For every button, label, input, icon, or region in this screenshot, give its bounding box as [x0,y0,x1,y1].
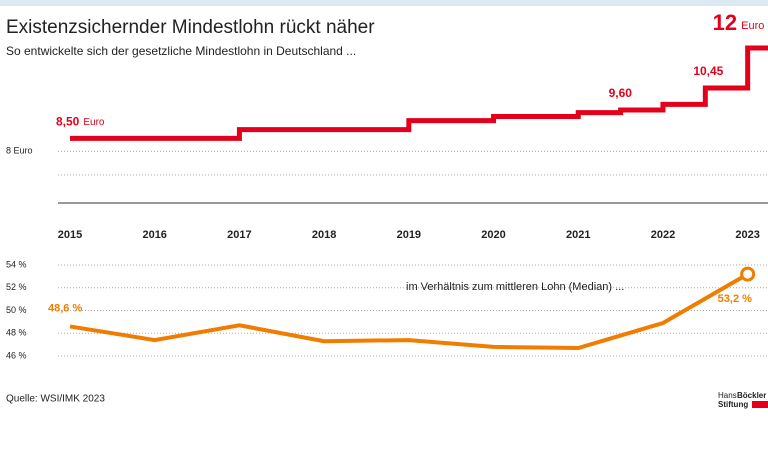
value-label: 8,50 [56,115,80,129]
ratio-line [69,272,749,351]
step-line [70,45,768,141]
logo-text: Stiftung [718,400,748,409]
x-tick-label: 2020 [481,229,505,241]
end-point [740,266,756,282]
value-label: 9,60 [609,86,633,100]
x-tick-label: 2022 [651,229,675,241]
top-bar [0,0,768,6]
value-label: 53,2 % [718,293,752,305]
x-tick-label: 2023 [735,229,759,241]
logo-mark [752,401,768,408]
value-label: 12 [713,10,737,35]
value-label: 48,6 % [48,302,82,314]
y-tick-label: 50 % [6,305,27,315]
x-tick-label: 2019 [397,229,421,241]
unit-label: Euro [741,20,764,32]
y-tick-label: 8 Euro [6,146,33,156]
annotation: im Verhältnis zum mittleren Lohn (Median… [406,281,624,293]
unit-label: Euro [83,117,105,128]
logo-text: Hans [718,391,737,400]
chart-title: Existenzsichernder Mindestlohn rückt näh… [6,17,375,38]
x-tick-label: 2018 [312,229,336,241]
x-tick-label: 2017 [227,229,251,241]
y-tick-label: 46 % [6,350,27,360]
logo: Hans Böckler Stiftung [718,391,768,409]
logo-text: Böckler [737,391,766,400]
value-label: 10,45 [693,64,723,78]
x-tick-label: 2016 [142,229,166,241]
y-tick-label: 54 % [6,259,27,269]
y-tick-label: 52 % [6,282,27,292]
source: Quelle: WSI/IMK 2023 [6,394,105,405]
chart-subtitle: So entwickelte sich der gesetzliche Mind… [6,44,356,58]
x-tick-label: 2015 [58,229,82,241]
y-tick-label: 48 % [6,328,27,338]
x-tick-label: 2021 [566,229,590,241]
